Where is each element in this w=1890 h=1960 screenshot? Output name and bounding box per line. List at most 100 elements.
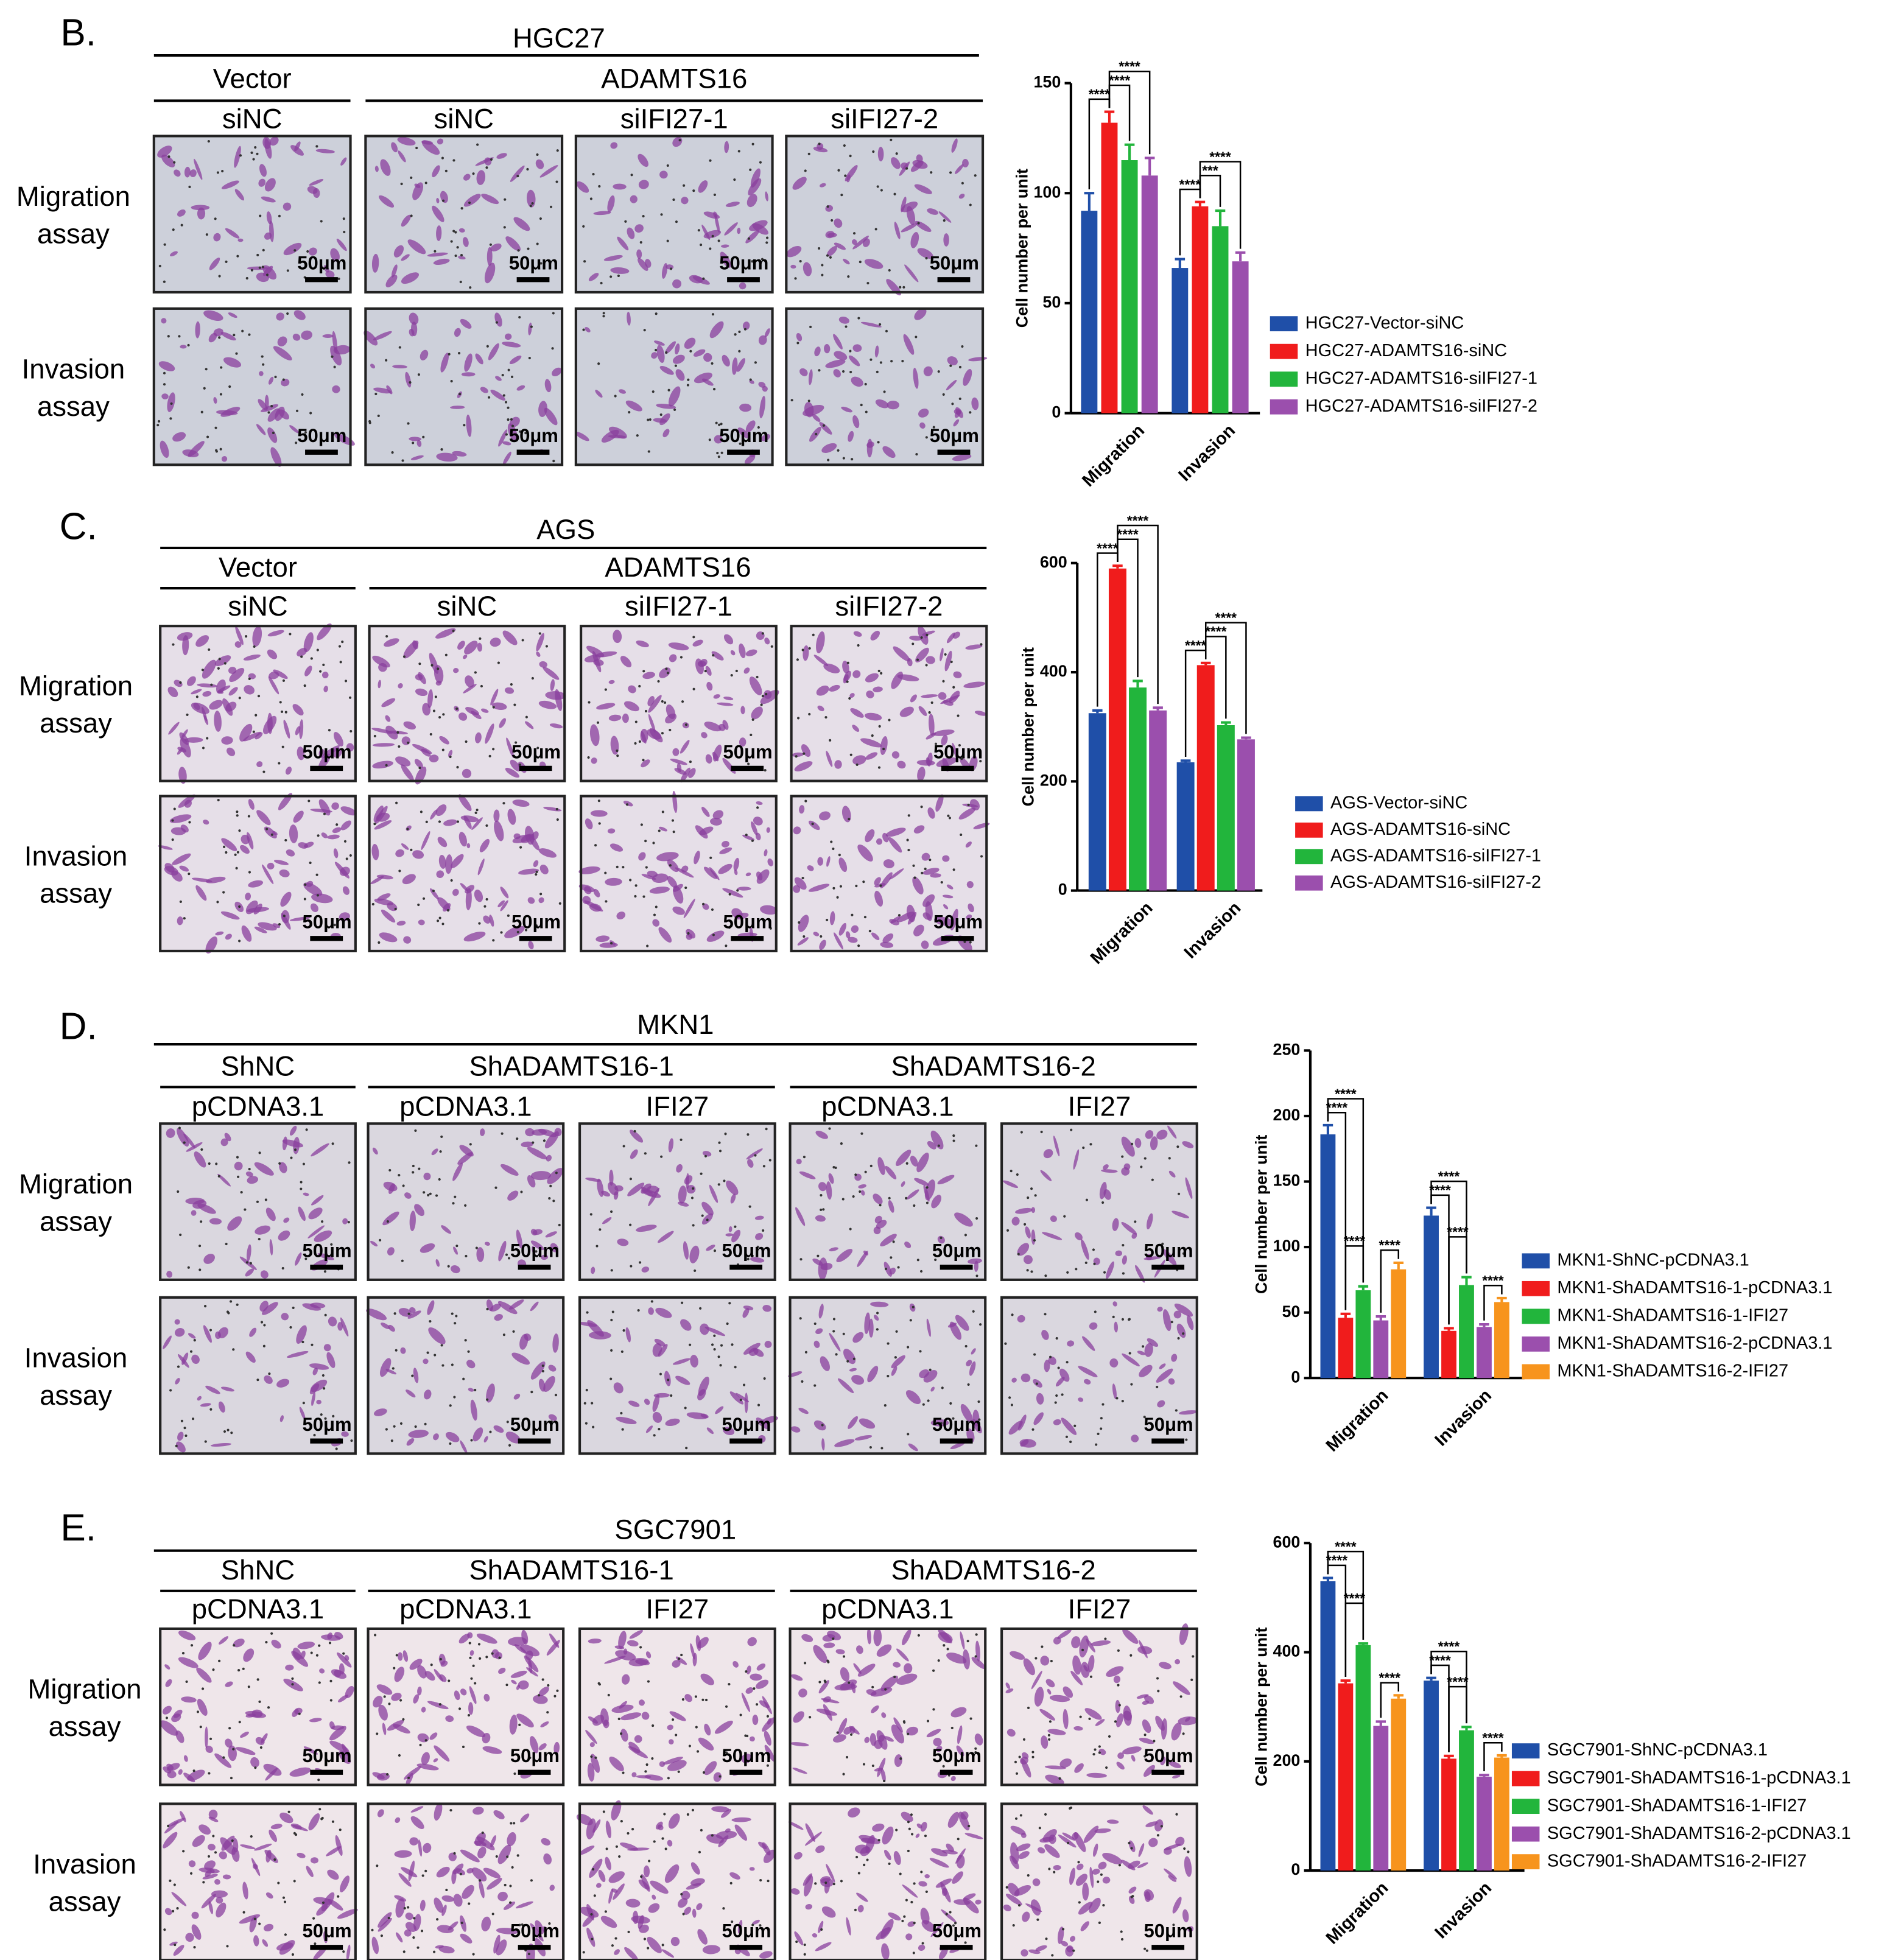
cell bbox=[925, 901, 933, 921]
cell bbox=[445, 854, 453, 874]
pore bbox=[848, 818, 851, 821]
cell bbox=[1016, 1843, 1031, 1852]
cell bbox=[299, 719, 304, 739]
cell bbox=[610, 843, 624, 852]
cell bbox=[460, 1688, 467, 1696]
cell bbox=[216, 410, 238, 415]
pore bbox=[930, 701, 933, 704]
cell bbox=[813, 1340, 820, 1348]
cell bbox=[258, 922, 277, 931]
pore bbox=[1012, 1924, 1015, 1927]
cell bbox=[667, 1839, 673, 1847]
pore bbox=[169, 1389, 172, 1392]
pore bbox=[217, 667, 220, 670]
pore bbox=[759, 1924, 762, 1927]
pore bbox=[455, 707, 458, 711]
cell bbox=[167, 686, 178, 698]
pore bbox=[695, 1726, 698, 1729]
cell bbox=[1062, 1832, 1076, 1841]
cell bbox=[1044, 1765, 1067, 1769]
pore bbox=[761, 695, 764, 698]
cell bbox=[818, 1304, 824, 1319]
pore bbox=[417, 373, 421, 376]
cell bbox=[792, 1768, 807, 1774]
pore bbox=[680, 1654, 683, 1657]
legend-swatch bbox=[1511, 1799, 1540, 1814]
cell bbox=[808, 820, 820, 831]
micrograph: 50μm bbox=[789, 1627, 987, 1786]
cell bbox=[889, 868, 904, 880]
pore bbox=[467, 1714, 471, 1717]
pore bbox=[610, 1269, 613, 1272]
cell bbox=[409, 1659, 423, 1670]
pore bbox=[1172, 1923, 1175, 1927]
pore bbox=[876, 1312, 879, 1315]
cell bbox=[388, 1324, 395, 1332]
pore bbox=[744, 1734, 747, 1737]
cell bbox=[311, 1392, 315, 1407]
cell bbox=[690, 1354, 698, 1368]
cell bbox=[411, 321, 418, 337]
cell bbox=[465, 888, 472, 910]
pore bbox=[672, 1718, 675, 1721]
cell bbox=[722, 354, 730, 367]
cell bbox=[466, 1725, 486, 1738]
cell bbox=[616, 1416, 637, 1425]
pore bbox=[594, 1756, 597, 1759]
pore bbox=[1054, 1401, 1057, 1404]
pore bbox=[1151, 1178, 1154, 1181]
pore bbox=[622, 1771, 625, 1774]
pore bbox=[250, 269, 253, 272]
pore bbox=[510, 683, 513, 686]
pore bbox=[315, 873, 318, 876]
cell bbox=[1057, 1927, 1064, 1944]
cell bbox=[370, 364, 376, 369]
cell bbox=[461, 372, 476, 377]
cell bbox=[683, 898, 695, 918]
cell bbox=[814, 346, 821, 357]
cell bbox=[706, 1427, 714, 1435]
legend-label: HGC27-ADAMTS16-siIFI27-1 bbox=[1305, 368, 1537, 388]
cell bbox=[745, 1687, 754, 1694]
pore bbox=[535, 1250, 538, 1253]
cell bbox=[956, 1745, 964, 1757]
cell bbox=[897, 674, 919, 681]
cell bbox=[520, 1645, 540, 1657]
cell-line-title: HGC27 bbox=[513, 23, 605, 54]
pore bbox=[701, 1698, 704, 1701]
panel-letter: B. bbox=[60, 12, 96, 54]
pore bbox=[350, 729, 353, 733]
pore bbox=[624, 220, 627, 223]
pore bbox=[767, 1880, 770, 1883]
cell bbox=[901, 223, 918, 233]
pore bbox=[821, 273, 824, 276]
cell bbox=[453, 1894, 463, 1907]
cell bbox=[1122, 1353, 1140, 1367]
pore bbox=[495, 321, 498, 324]
cell bbox=[843, 1727, 852, 1735]
micrograph-frame bbox=[159, 1122, 357, 1281]
pore bbox=[738, 330, 741, 334]
significance-label: **** bbox=[1438, 1168, 1460, 1184]
cell bbox=[370, 1240, 378, 1247]
pore bbox=[420, 1930, 424, 1933]
pore bbox=[478, 1879, 482, 1882]
cell bbox=[650, 1880, 669, 1894]
pore bbox=[905, 1162, 908, 1165]
pore bbox=[270, 404, 273, 408]
cell bbox=[955, 164, 964, 174]
pore bbox=[199, 1726, 202, 1729]
pore bbox=[331, 355, 334, 358]
cell bbox=[548, 1365, 557, 1372]
pore bbox=[804, 169, 807, 172]
pore bbox=[393, 1667, 396, 1670]
cell bbox=[532, 1229, 543, 1235]
pore bbox=[653, 1434, 656, 1437]
pore bbox=[757, 1403, 761, 1407]
pore bbox=[239, 154, 242, 157]
pore bbox=[1104, 1637, 1107, 1640]
pore bbox=[1157, 1690, 1160, 1693]
cell bbox=[458, 794, 472, 812]
cell bbox=[852, 239, 857, 245]
pore bbox=[731, 1920, 734, 1923]
